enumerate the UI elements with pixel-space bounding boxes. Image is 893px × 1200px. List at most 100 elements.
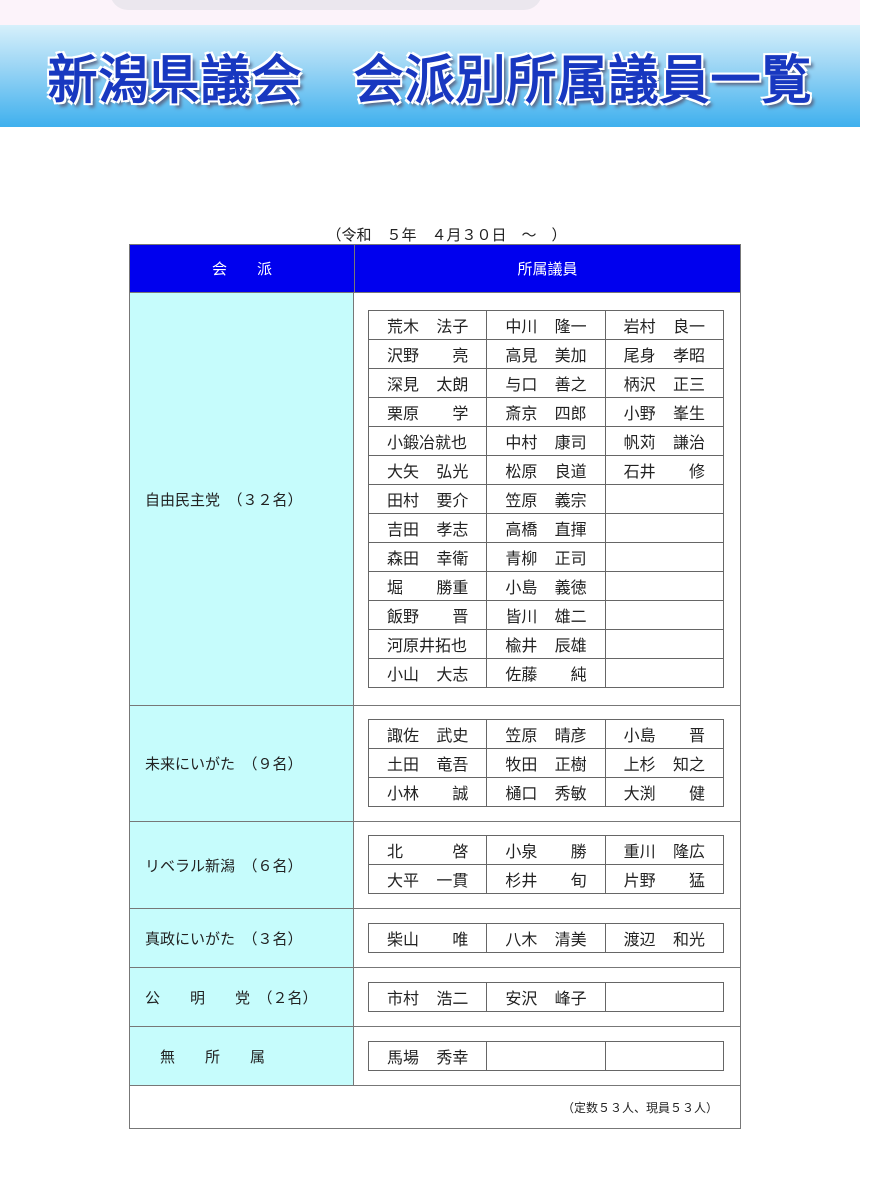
member-surname: 小泉 bbox=[505, 842, 538, 861]
member-cell: 大渕 健 bbox=[604, 777, 725, 807]
member-given-name: 良道 bbox=[554, 462, 587, 481]
empty-cell bbox=[604, 982, 725, 1012]
table-row: 森田 幸衛 青柳 正司 bbox=[367, 542, 725, 572]
faction-group: 公 明 党 （２名） 市村 浩二 安沢 峰子 bbox=[130, 968, 740, 1027]
member-given-name: 隆一 bbox=[554, 317, 587, 336]
member-given-name: 晴彦 bbox=[554, 726, 587, 745]
member-cell: 青柳 正司 bbox=[486, 542, 606, 572]
member-cell: 小林 誠 bbox=[367, 777, 488, 807]
empty-cell bbox=[486, 1041, 606, 1071]
empty-cell bbox=[604, 513, 725, 543]
member-surname: 安沢 bbox=[505, 989, 538, 1008]
faction-name: 公 明 党 （２名） bbox=[130, 968, 354, 1026]
table-row: 堀勝重 小島 義徳 bbox=[367, 571, 725, 601]
member-given-name: 正樹 bbox=[554, 755, 587, 774]
page-title: 新潟県議会 会派別所属議員一覧 bbox=[47, 49, 813, 111]
table-row: 栗原学斎京 四郎 小野 峯生 bbox=[367, 397, 725, 427]
member-given-name: 一貫 bbox=[436, 871, 469, 890]
member-given-name: 修 bbox=[688, 462, 705, 481]
empty-cell bbox=[604, 1041, 725, 1071]
member-surname: 斎京 bbox=[505, 404, 538, 423]
member-given-name: 隆広 bbox=[672, 842, 705, 861]
member-cell: 深見 太朗 bbox=[367, 368, 488, 398]
member-cell: 小野 峯生 bbox=[604, 397, 725, 427]
faction-group: 無 所 属馬場 秀幸 bbox=[130, 1027, 740, 1086]
member-surname: 尾身 bbox=[623, 346, 656, 365]
faction-members: 市村 浩二 安沢 峰子 bbox=[354, 968, 740, 1026]
member-surname: 沢野 bbox=[387, 346, 420, 365]
header-faction: 会 派 bbox=[130, 245, 355, 292]
member-given-name: 純 bbox=[570, 665, 587, 684]
faction-name: 無 所 属 bbox=[130, 1027, 354, 1085]
member-cell: 栗原 学 bbox=[367, 397, 488, 427]
faction-members: 柴山唯八木 清美 渡辺 和光 bbox=[354, 909, 740, 967]
member-surname: 与口 bbox=[505, 375, 538, 394]
member-surname: 小野 bbox=[623, 404, 656, 423]
member-cell: 与口 善之 bbox=[486, 368, 606, 398]
member-cell: 田村 要介 bbox=[367, 484, 488, 514]
member-cell: 尾身 孝昭 bbox=[604, 339, 725, 369]
member-surname: 皆川 bbox=[505, 607, 538, 626]
header-members: 所属議員 bbox=[517, 260, 578, 278]
member-surname: 重川 bbox=[623, 842, 656, 861]
member-surname: 樋口 bbox=[505, 784, 538, 803]
member-surname: 大矢 bbox=[387, 462, 420, 481]
member-given-name: 知之 bbox=[672, 755, 705, 774]
member-given-name: 亮 bbox=[452, 346, 469, 365]
member-given-name: 直揮 bbox=[554, 520, 587, 539]
member-given-name: 雄二 bbox=[554, 607, 587, 626]
table-row: 土田 竜吾 牧田 正樹 上杉 知之 bbox=[367, 748, 725, 778]
table-row: 沢野亮高見 美加 尾身 孝昭 bbox=[367, 339, 725, 369]
member-given-name: 旬 bbox=[570, 871, 587, 890]
member-surname: 柄沢 bbox=[623, 375, 656, 394]
faction-members: 諏佐 武史 笠原 晴彦 小島晋土田 竜吾 牧田 正樹 上杉 知之 小林誠樋口 秀敏 大渕健 bbox=[354, 706, 740, 821]
table-row: 飯野晋皆川 雄二 bbox=[367, 600, 725, 630]
member-given-name: 法子 bbox=[436, 317, 469, 336]
seat-count: （定数５３人、現員５３人） bbox=[561, 1100, 718, 1115]
address-bar[interactable] bbox=[110, 0, 542, 10]
member-surname: 中村 bbox=[505, 433, 538, 452]
member-given-name: 唯 bbox=[452, 930, 469, 949]
member-given-name: 康司 bbox=[554, 433, 587, 452]
member-given-name: 浩二 bbox=[436, 989, 469, 1008]
member-surname: 小島 bbox=[623, 726, 656, 745]
member-given-name: 正司 bbox=[554, 549, 587, 568]
member-cell: 小鍛冶就也 bbox=[367, 426, 488, 456]
faction-group: 自由民主党 （３２名） 荒木 法子 中川 隆一 岩村 良一 沢野亮高見 美加 尾身 孝昭 深見 太朗 与口… bbox=[130, 293, 740, 706]
member-cell: 渡辺 和光 bbox=[604, 923, 725, 953]
member-given-name: 竜吾 bbox=[436, 755, 469, 774]
member-given-name: 峰子 bbox=[554, 989, 587, 1008]
member-cell: 小泉 勝 bbox=[486, 835, 606, 865]
member-surname: 柴山 bbox=[387, 930, 420, 949]
member-cell: 杉井 旬 bbox=[486, 864, 606, 894]
member-cell: 樋口 秀敏 bbox=[486, 777, 606, 807]
member-given-name: 大志 bbox=[436, 665, 469, 684]
member-surname: 笠原 bbox=[505, 491, 538, 510]
table-row: 深見 太朗 与口 善之 柄沢 正三 bbox=[367, 368, 725, 398]
member-cell: 森田 幸衛 bbox=[367, 542, 488, 572]
member-cell: 中村 康司 bbox=[486, 426, 606, 456]
table-row: 小山 大志 佐藤純 bbox=[367, 658, 725, 688]
member-given-name: 謙治 bbox=[672, 433, 705, 452]
member-surname: 諏佐 bbox=[387, 726, 420, 745]
members-table: 柴山唯八木 清美 渡辺 和光 bbox=[367, 923, 725, 953]
table-row: 田村 要介 笠原 義宗 bbox=[367, 484, 725, 514]
member-cell: 柴山 唯 bbox=[367, 923, 488, 953]
member-surname: 帆苅 bbox=[623, 433, 656, 452]
member-given-name: 晋 bbox=[688, 726, 705, 745]
member-surname: 馬場 bbox=[387, 1048, 420, 1067]
table-row: 諏佐 武史 笠原 晴彦 小島晋 bbox=[367, 719, 725, 749]
member-surname: 八木 bbox=[505, 930, 538, 949]
faction-table: 会 派 所属議員 自由民主党 （３２名） 荒木 法子 中川 隆一 岩村 良一 沢野亮高見 美加尾… bbox=[129, 244, 741, 1129]
member-cell: 北啓 bbox=[367, 835, 488, 865]
member-cell: 高橋 直揮 bbox=[486, 513, 606, 543]
member-surname: 大渕 bbox=[623, 784, 656, 803]
member-surname: 石井 bbox=[623, 462, 656, 481]
member-surname: 田村 bbox=[387, 491, 420, 510]
member-surname: 小鍛冶就也 bbox=[387, 433, 468, 452]
member-given-name: 啓 bbox=[452, 842, 469, 861]
member-given-name: 太朗 bbox=[436, 375, 469, 394]
member-cell: 楡井 辰雄 bbox=[486, 629, 606, 659]
empty-cell bbox=[604, 571, 725, 601]
member-given-name: 晋 bbox=[452, 607, 469, 626]
